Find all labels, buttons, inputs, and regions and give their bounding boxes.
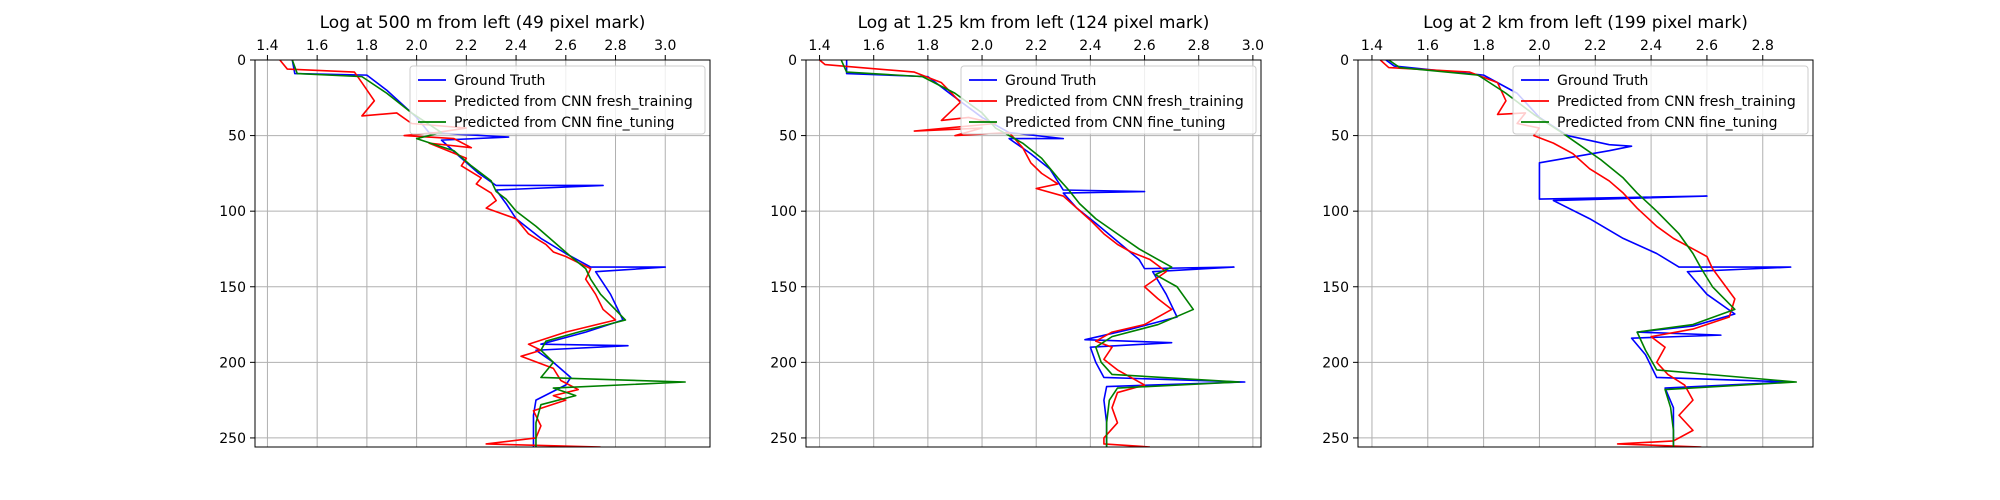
x-tick-label: 2.2 xyxy=(455,38,477,54)
axes-frame xyxy=(254,59,711,448)
legend-label: Predicted from CNN fine_tuning xyxy=(1557,115,1778,131)
x-tick-label: 1.4 xyxy=(1361,38,1383,54)
y-tick-label: 250 xyxy=(219,431,246,447)
x-tick-label: 2.2 xyxy=(1584,38,1606,54)
chart-panel: 1.4 1.6 1.8 2.0 2.2 2.4 2.6 2.8 3.0 0 50 100 150 200 2… xyxy=(219,13,711,448)
y-tick-label: 200 xyxy=(219,355,246,371)
x-tick-label: 2.0 xyxy=(1528,38,1550,54)
chart-title: Log at 500 m from left (49 pixel mark) xyxy=(320,13,646,33)
x-tick-label: 3.0 xyxy=(654,38,676,54)
x-tick-label: 2.8 xyxy=(604,38,626,54)
y-tick-label: 0 xyxy=(1340,53,1349,69)
legend: Ground Truth Predicted from CNN fresh_tra… xyxy=(960,65,1257,135)
series-line-0 xyxy=(845,60,1246,447)
x-tick-label: 2.0 xyxy=(971,38,993,54)
x-tick-label: 1.8 xyxy=(356,38,378,54)
y-tick-label: 150 xyxy=(219,280,246,296)
y-tick-label: 150 xyxy=(1322,280,1349,296)
x-tick-label: 2.6 xyxy=(555,38,577,54)
x-tick-label: 1.6 xyxy=(863,38,885,54)
x-tick-label: 3.0 xyxy=(1242,38,1264,54)
x-tick-label: 2.8 xyxy=(1188,38,1210,54)
legend-label: Predicted from CNN fresh_training xyxy=(1557,94,1796,110)
y-tick-label: 250 xyxy=(770,431,797,447)
legend-label: Ground Truth xyxy=(454,73,545,89)
chart-panel: 1.4 1.6 1.8 2.0 2.2 2.4 2.6 2.8 3.0 0 50 100 150 200 2… xyxy=(770,13,1264,448)
y-tick-label: 50 xyxy=(1331,129,1349,145)
series-line-0 xyxy=(1385,60,1792,447)
x-tick-label: 2.6 xyxy=(1133,38,1155,54)
legend-label: Predicted from CNN fresh_training xyxy=(454,94,693,110)
x-tick-label: 2.4 xyxy=(1079,38,1101,54)
x-tick-label: 1.6 xyxy=(306,38,328,54)
chart-panel: 1.4 1.6 1.8 2.0 2.2 2.4 2.6 2.8 0 50 100 150 200 250 L… xyxy=(1322,13,1814,448)
x-tick-label: 2.2 xyxy=(1025,38,1047,54)
legend: Ground Truth Predicted from CNN fresh_tra… xyxy=(409,65,706,135)
axes-frame xyxy=(805,59,1262,448)
x-tick-label: 1.4 xyxy=(256,38,278,54)
y-tick-label: 50 xyxy=(779,129,797,145)
x-tick-label: 1.4 xyxy=(808,38,830,54)
legend-label: Ground Truth xyxy=(1005,73,1096,89)
chart-title: Log at 2 km from left (199 pixel mark) xyxy=(1423,13,1748,33)
x-tick-label: 2.4 xyxy=(505,38,527,54)
legend-label: Ground Truth xyxy=(1557,73,1648,89)
legend-box xyxy=(960,65,1257,135)
y-tick-label: 250 xyxy=(1322,431,1349,447)
x-tick-label: 1.6 xyxy=(1417,38,1439,54)
x-tick-label: 1.8 xyxy=(917,38,939,54)
legend-label: Predicted from CNN fresh_training xyxy=(1005,94,1244,110)
y-tick-label: 150 xyxy=(770,280,797,296)
x-tick-label: 2.6 xyxy=(1696,38,1718,54)
legend-box xyxy=(1512,65,1809,135)
x-tick-label: 1.8 xyxy=(1472,38,1494,54)
legend: Ground Truth Predicted from CNN fresh_tra… xyxy=(1512,65,1809,135)
y-tick-label: 100 xyxy=(1322,204,1349,220)
y-tick-label: 200 xyxy=(770,355,797,371)
legend-label: Predicted from CNN fine_tuning xyxy=(454,115,675,131)
y-tick-label: 0 xyxy=(788,53,797,69)
legend-box xyxy=(409,65,706,135)
chart-title: Log at 1.25 km from left (124 pixel mark… xyxy=(858,13,1210,33)
x-tick-label: 2.0 xyxy=(405,38,427,54)
legend-label: Predicted from CNN fine_tuning xyxy=(1005,115,1226,131)
axes-frame xyxy=(1357,59,1814,448)
y-tick-label: 100 xyxy=(770,204,797,220)
y-tick-label: 0 xyxy=(237,53,246,69)
y-tick-label: 100 xyxy=(219,204,246,220)
x-tick-label: 2.4 xyxy=(1640,38,1662,54)
y-tick-label: 50 xyxy=(228,129,246,145)
x-tick-label: 2.8 xyxy=(1752,38,1774,54)
y-tick-label: 200 xyxy=(1322,355,1349,371)
